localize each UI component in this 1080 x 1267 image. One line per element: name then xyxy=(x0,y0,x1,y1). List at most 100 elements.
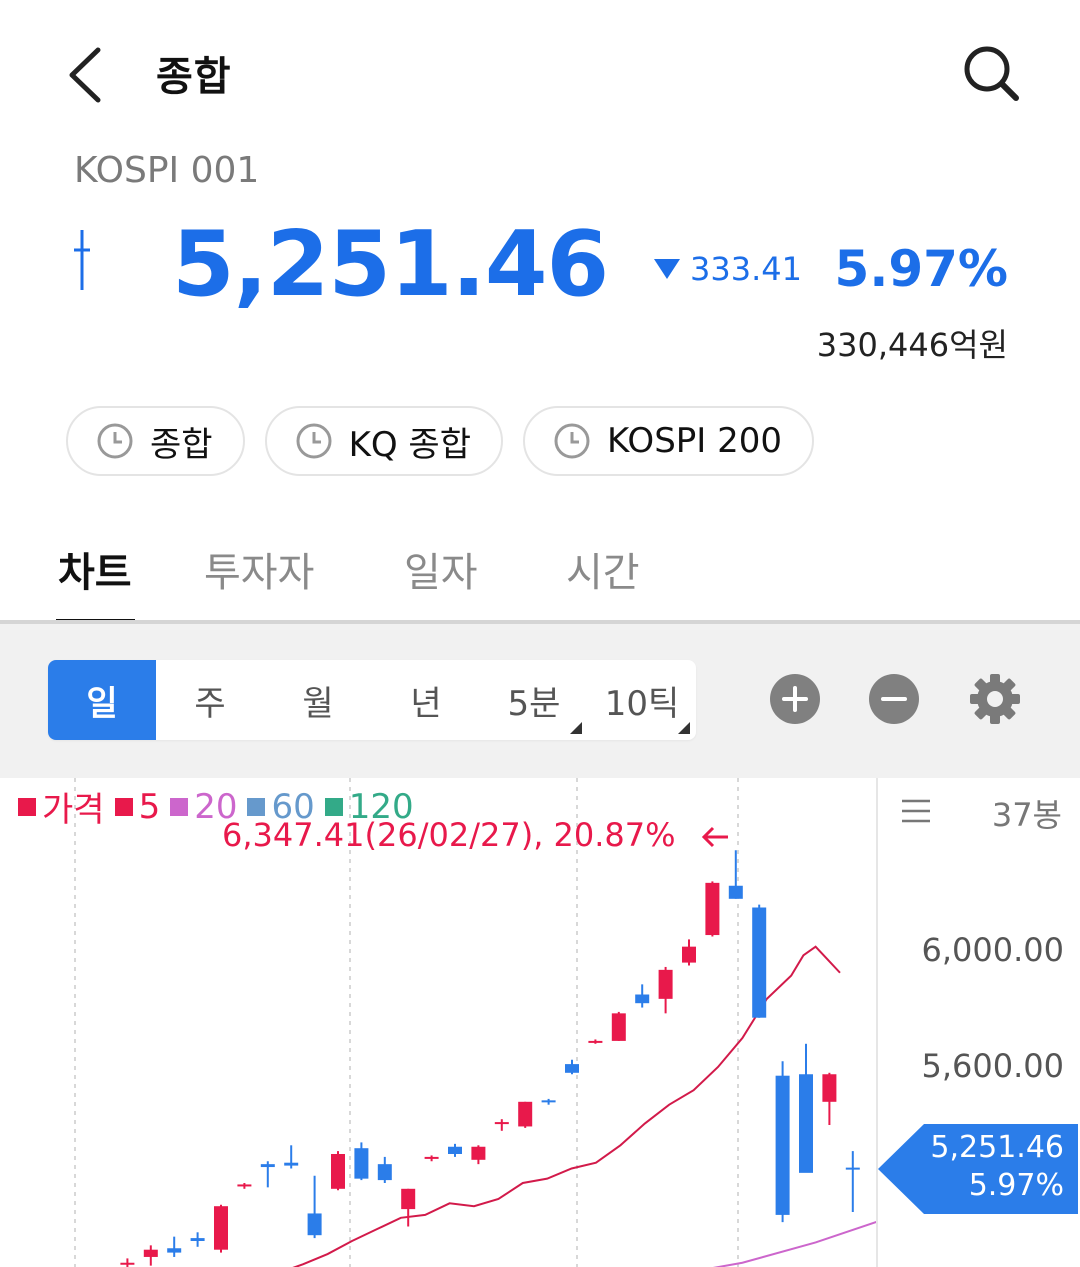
legend-swatch-ma60 xyxy=(247,797,266,816)
clock-icon xyxy=(97,423,133,459)
zoom-in-icon[interactable] xyxy=(770,674,820,724)
page-title: 종합 xyxy=(156,54,232,100)
index-chip-kosdaq[interactable]: KQ 종합 xyxy=(264,406,503,476)
index-code: KOSPI 001 xyxy=(74,150,260,191)
tab-chart[interactable]: 차트 xyxy=(58,550,132,596)
tab-time[interactable]: 시간 xyxy=(566,550,640,596)
current-price-tag: 5,251.46 5.97% xyxy=(878,1124,1078,1214)
index-chip-list: 종합 KQ 종합 KOSPI 200 xyxy=(66,406,815,476)
period-minute[interactable]: 5분 xyxy=(480,660,588,740)
candle-body xyxy=(237,1184,252,1187)
candle-body xyxy=(682,946,696,963)
top-bar: 종합 xyxy=(0,0,1080,140)
candle-body xyxy=(752,907,767,1018)
candle-body xyxy=(354,1148,369,1179)
candle-body xyxy=(541,1100,556,1103)
price-change-percent: 5.97% xyxy=(834,240,1008,298)
trade-volume: 330,446억원 xyxy=(816,326,1008,364)
high-price-annotation: 6,347.41(26/02/27), 20.87% xyxy=(222,816,676,854)
candle-body xyxy=(307,1213,322,1236)
candle-body xyxy=(705,882,720,936)
period-label: 년 xyxy=(410,683,442,724)
price-tag-shape xyxy=(878,1124,1078,1214)
tab-divider xyxy=(0,620,1080,624)
price-change: 333.41 xyxy=(654,250,802,288)
legend-swatch-ma5 xyxy=(114,797,133,816)
tab-investor[interactable]: 투자자 xyxy=(204,550,315,596)
legend-ma120: 120 xyxy=(348,786,414,827)
tab-bar: 차트 투자자 일자 시간 xyxy=(0,530,1080,625)
clock-icon xyxy=(296,423,332,459)
current-price: 5,251.46 xyxy=(172,212,609,317)
current-price-tag-value: 5,251.46 xyxy=(930,1130,1064,1165)
back-arrow-icon[interactable] xyxy=(60,40,120,110)
candle-body xyxy=(494,1122,509,1125)
dropdown-corner-icon xyxy=(570,722,582,734)
period-label: 10틱 xyxy=(604,683,680,724)
candle-body xyxy=(775,1075,790,1215)
left-arrow-icon xyxy=(701,826,728,848)
ma5-polyline xyxy=(292,945,841,1267)
index-chip-label: 종합 xyxy=(150,424,213,465)
candle-body xyxy=(143,1249,158,1257)
candle-body xyxy=(120,1262,135,1265)
index-chip-kospi[interactable]: 종합 xyxy=(66,406,245,476)
price-axis: 37봉 6,000.00 5,600.00 xyxy=(876,778,1080,1267)
index-chip-label: KOSPI 200 xyxy=(607,421,783,461)
candle-body xyxy=(167,1248,182,1253)
grid-lines xyxy=(74,778,739,1267)
candle-plot xyxy=(74,778,876,1267)
candle-body xyxy=(822,1074,837,1102)
legend-ma20: 20 xyxy=(194,786,238,827)
legend-swatch-ma20 xyxy=(170,797,189,816)
candlestick-chart[interactable]: 가격 5 20 60 120 6,347.41(26/02/27), 20.87… xyxy=(0,778,1080,1267)
index-chip-kospi200[interactable]: KOSPI 200 xyxy=(523,406,815,476)
chart-legend: 가격 5 20 60 120 xyxy=(14,782,414,831)
y-tick-label: 6,000.00 xyxy=(921,931,1065,969)
period-day[interactable]: 일 xyxy=(48,660,156,740)
period-week[interactable]: 주 xyxy=(156,660,264,740)
candle-body xyxy=(565,1064,579,1073)
index-chip-label: KQ 종합 xyxy=(348,424,471,465)
candle-body xyxy=(658,969,673,999)
period-tick[interactable]: 10틱 xyxy=(588,660,696,740)
period-label: 주 xyxy=(194,683,226,724)
period-month[interactable]: 월 xyxy=(264,660,372,740)
candle-body xyxy=(377,1164,392,1181)
y-tick-label: 5,600.00 xyxy=(921,1047,1065,1085)
zoom-out-icon[interactable] xyxy=(869,674,919,724)
dropdown-corner-icon xyxy=(678,722,690,734)
tab-daily[interactable]: 일자 xyxy=(404,550,478,596)
candle-body xyxy=(260,1164,275,1168)
legend-ma5: 5 xyxy=(138,786,161,827)
bars-count: 37봉 xyxy=(991,796,1062,834)
clock-icon xyxy=(554,423,590,459)
down-triangle-icon xyxy=(654,259,680,279)
period-label: 월 xyxy=(302,683,334,724)
candle-group xyxy=(120,850,860,1267)
candle-body xyxy=(588,1040,603,1043)
candle-body xyxy=(448,1146,462,1154)
legend-swatch-price xyxy=(18,797,36,816)
search-icon[interactable] xyxy=(958,40,1024,106)
period-year[interactable]: 년 xyxy=(372,660,480,740)
candle-body xyxy=(401,1188,416,1210)
price-change-value: 333.41 xyxy=(690,250,802,288)
candle-body xyxy=(728,885,743,899)
candle-body xyxy=(845,1167,860,1170)
gear-icon[interactable] xyxy=(968,672,1022,726)
legend-price: 가격 xyxy=(42,790,105,830)
candle-body xyxy=(471,1146,486,1160)
legend-swatch-ma120 xyxy=(324,797,343,816)
candle-body xyxy=(799,1074,813,1173)
menu-icon[interactable] xyxy=(900,798,932,824)
candle-body xyxy=(635,994,650,1004)
ma5-line xyxy=(292,945,841,1267)
legend-ma60: 60 xyxy=(271,786,315,827)
period-label: 5분 xyxy=(507,683,561,724)
candle-body xyxy=(611,1013,626,1041)
candle-body xyxy=(424,1156,439,1159)
candle-body xyxy=(190,1238,205,1241)
candle-body xyxy=(214,1206,228,1250)
candle-body xyxy=(331,1154,345,1189)
